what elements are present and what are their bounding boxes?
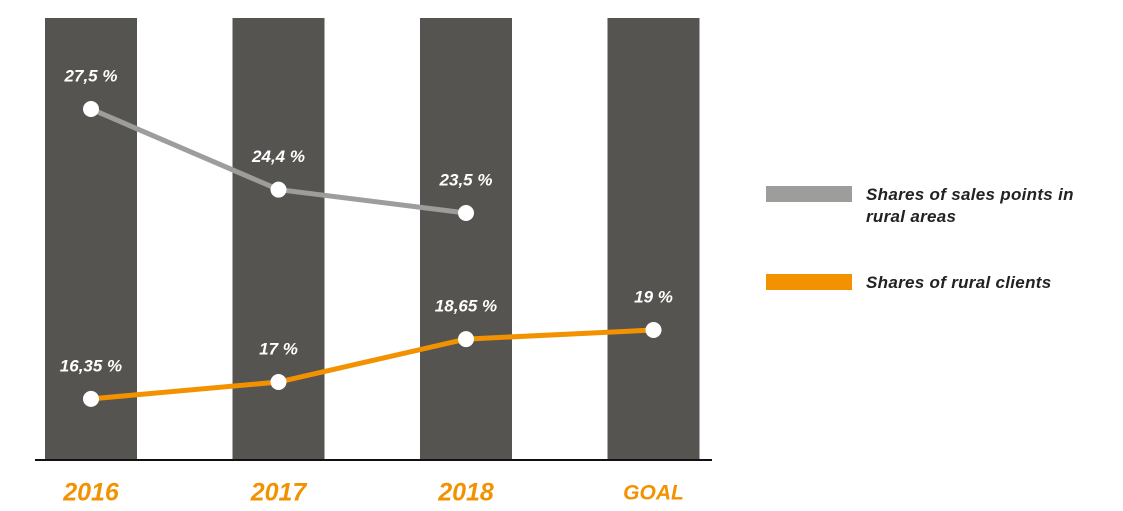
point (645, 322, 662, 338)
legend-item: Shares of sales points in rural areas (766, 184, 1116, 228)
value-label: 24,4 % (251, 147, 305, 166)
value-label: 16,35 % (60, 356, 122, 375)
legend-swatch (766, 274, 852, 290)
point (458, 205, 474, 221)
x-tick-label: 2017 (250, 479, 308, 507)
point (270, 181, 287, 198)
point (458, 331, 474, 348)
column (420, 18, 512, 460)
value-label: 23,5 % (439, 170, 493, 189)
value-label: 18,65 % (435, 297, 497, 316)
legend-item: Shares of rural clients (766, 272, 1116, 294)
legend-label: Shares of rural clients (866, 273, 1052, 292)
x-tick-label: GOAL (623, 482, 684, 505)
column (45, 18, 137, 460)
column (232, 18, 325, 460)
legend-label: Shares of sales points in rural areas (866, 185, 1074, 226)
value-label: 19 % (634, 287, 673, 306)
point (83, 101, 99, 117)
value-label: 27,5 % (64, 66, 118, 85)
x-tick-label: 2018 (437, 479, 494, 507)
legend-swatch (766, 186, 852, 202)
column (607, 18, 700, 460)
series-line (90, 327, 654, 402)
x-tick-label: 2016 (62, 479, 120, 507)
point (270, 374, 287, 390)
point (83, 390, 99, 407)
value-label: 17 % (259, 339, 298, 358)
